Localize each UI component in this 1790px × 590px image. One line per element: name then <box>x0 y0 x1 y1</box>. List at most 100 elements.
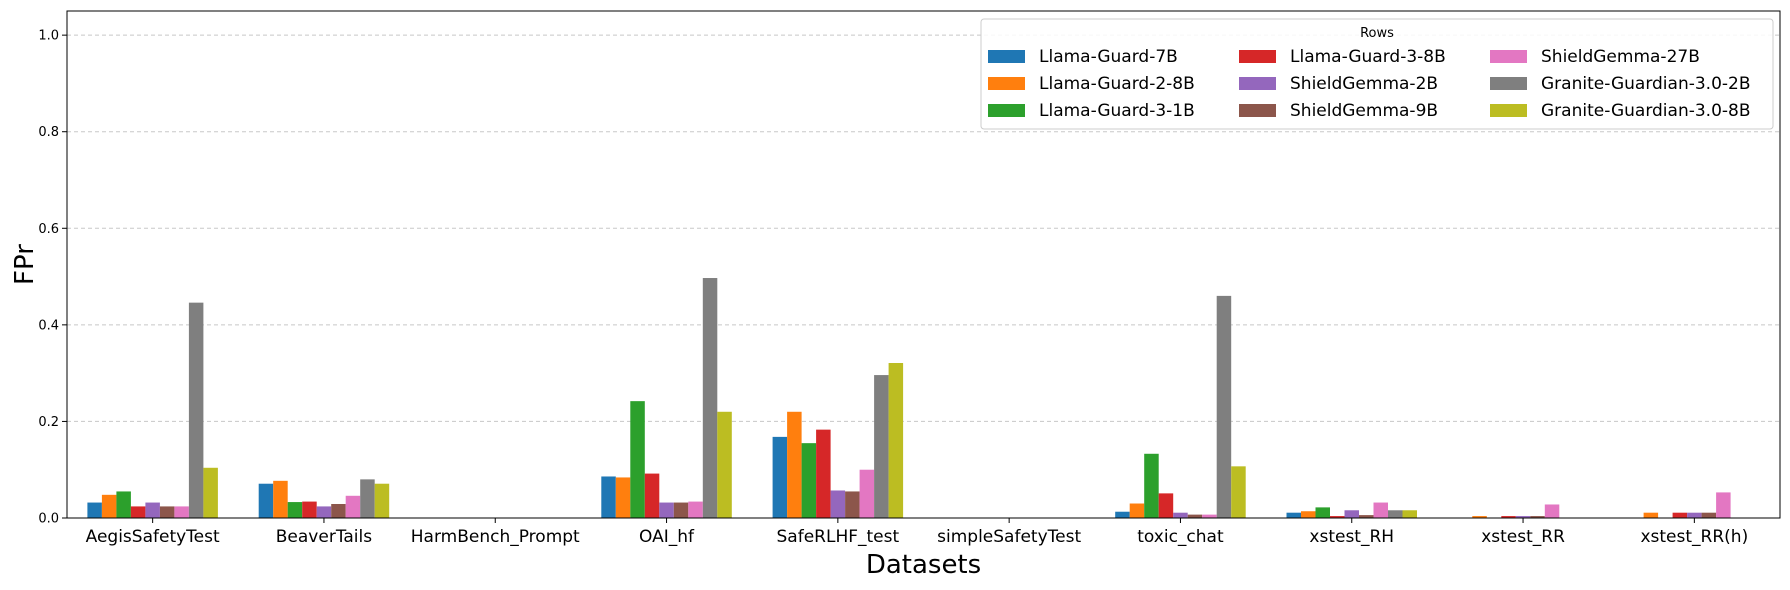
legend-label: Llama-Guard-2-8B <box>1039 74 1195 94</box>
legend-swatch <box>1490 50 1527 63</box>
bar <box>1501 516 1516 518</box>
x-tick-label: xstest_RR <box>1481 527 1565 547</box>
bar <box>1515 516 1531 518</box>
bar <box>1643 512 1659 518</box>
bar <box>159 506 175 518</box>
bar <box>801 443 817 518</box>
labels-layer: 0.0 0.2 0.4 0.6 0.8 1.0 AegisSafetyTest BeaverT… <box>10 29 1748 580</box>
legend-swatch <box>1239 104 1276 117</box>
bar <box>845 491 860 518</box>
bar <box>130 506 146 518</box>
bar <box>188 302 204 518</box>
bar <box>859 469 875 518</box>
bar <box>688 501 703 518</box>
legend: Rows Llama-Guard-7B Llama-Guard-2-8B Llama-… <box>980 18 1774 130</box>
bar <box>1672 512 1688 518</box>
x-tick-label: OAI_hf <box>639 527 695 547</box>
bar <box>87 502 102 518</box>
bar <box>787 411 802 518</box>
bar <box>644 473 660 518</box>
bar <box>302 501 317 518</box>
bar <box>1330 516 1345 518</box>
y-tick-label: 0.4 <box>38 318 59 333</box>
bar <box>816 429 831 518</box>
x-tick-label: BeaverTails <box>276 527 372 547</box>
axes-layer <box>62 10 1781 523</box>
bar <box>1301 511 1316 518</box>
legend-label: ShieldGemma-2B <box>1290 74 1438 94</box>
x-tick-label: AegisSafetyTest <box>86 527 220 547</box>
x-tick-label: simpleSafetyTest <box>937 527 1081 547</box>
plot-frame <box>66 10 1781 519</box>
bar <box>1144 453 1159 518</box>
legend-box <box>980 18 1774 130</box>
x-tick-label: SafeRLHF_test <box>777 527 900 547</box>
legend-swatch <box>988 104 1025 117</box>
legend-label: Llama-Guard-7B <box>1039 47 1178 67</box>
y-tick-label: 0.8 <box>38 125 59 140</box>
bars-layer <box>87 278 1731 518</box>
bar <box>203 467 218 518</box>
bar <box>1315 507 1330 518</box>
bar <box>772 436 788 518</box>
bar <box>1687 512 1702 518</box>
legend-label: Llama-Guard-3-1B <box>1039 101 1195 121</box>
bar <box>1373 502 1388 518</box>
x-tick-label: HarmBench_Prompt <box>411 527 580 547</box>
legend-title: Rows <box>1360 26 1394 41</box>
bar <box>1359 515 1374 518</box>
grid-layer <box>67 34 1780 422</box>
x-tick-label: toxic_chat <box>1137 527 1224 547</box>
bar <box>1402 510 1417 518</box>
bar <box>630 401 645 518</box>
bar <box>1716 492 1731 518</box>
y-axis-title: FPr <box>10 244 40 285</box>
bar <box>145 502 160 518</box>
bar <box>374 483 390 518</box>
x-axis-title: Datasets <box>866 550 981 580</box>
bar <box>1286 512 1301 518</box>
legend-swatch <box>1239 77 1276 90</box>
x-tick-label: xstest_RH <box>1309 527 1394 547</box>
bar <box>1115 511 1130 518</box>
bar <box>360 479 375 518</box>
bar <box>673 502 689 518</box>
bar <box>1701 512 1717 518</box>
legend-swatch <box>1239 50 1276 63</box>
bar <box>331 503 346 518</box>
y-tick-label: 0.0 <box>38 512 59 527</box>
bar <box>874 375 889 518</box>
bar <box>258 483 274 518</box>
bar <box>1344 510 1359 518</box>
bar <box>101 494 117 518</box>
legend-label: ShieldGemma-27B <box>1541 47 1700 67</box>
legend-label: Llama-Guard-3-8B <box>1290 47 1446 67</box>
bar <box>174 506 189 518</box>
bar <box>1530 516 1545 518</box>
bar <box>1231 466 1246 518</box>
bar <box>1187 514 1203 518</box>
x-tick-label: xstest_RR(h) <box>1640 527 1748 547</box>
bar <box>273 480 288 518</box>
bar <box>287 502 303 518</box>
bar <box>1129 503 1145 518</box>
bar <box>830 490 846 518</box>
bar <box>316 506 332 518</box>
legend-swatch <box>988 77 1025 90</box>
bar <box>116 491 131 518</box>
legend-label: ShieldGemma-9B <box>1290 101 1438 121</box>
legend-label: Granite-Guardian-3.0-2B <box>1541 74 1751 94</box>
bar <box>345 495 361 518</box>
bar <box>1544 504 1560 518</box>
legend-swatch <box>1490 104 1527 117</box>
bar <box>702 278 718 518</box>
y-tick-label: 1.0 <box>38 29 59 44</box>
bar <box>1472 516 1487 518</box>
bar <box>1158 493 1174 518</box>
legend-swatch <box>1490 77 1527 90</box>
legend-label: Granite-Guardian-3.0-8B <box>1541 101 1751 121</box>
y-tick-label: 0.2 <box>38 415 59 430</box>
bar <box>717 411 732 518</box>
